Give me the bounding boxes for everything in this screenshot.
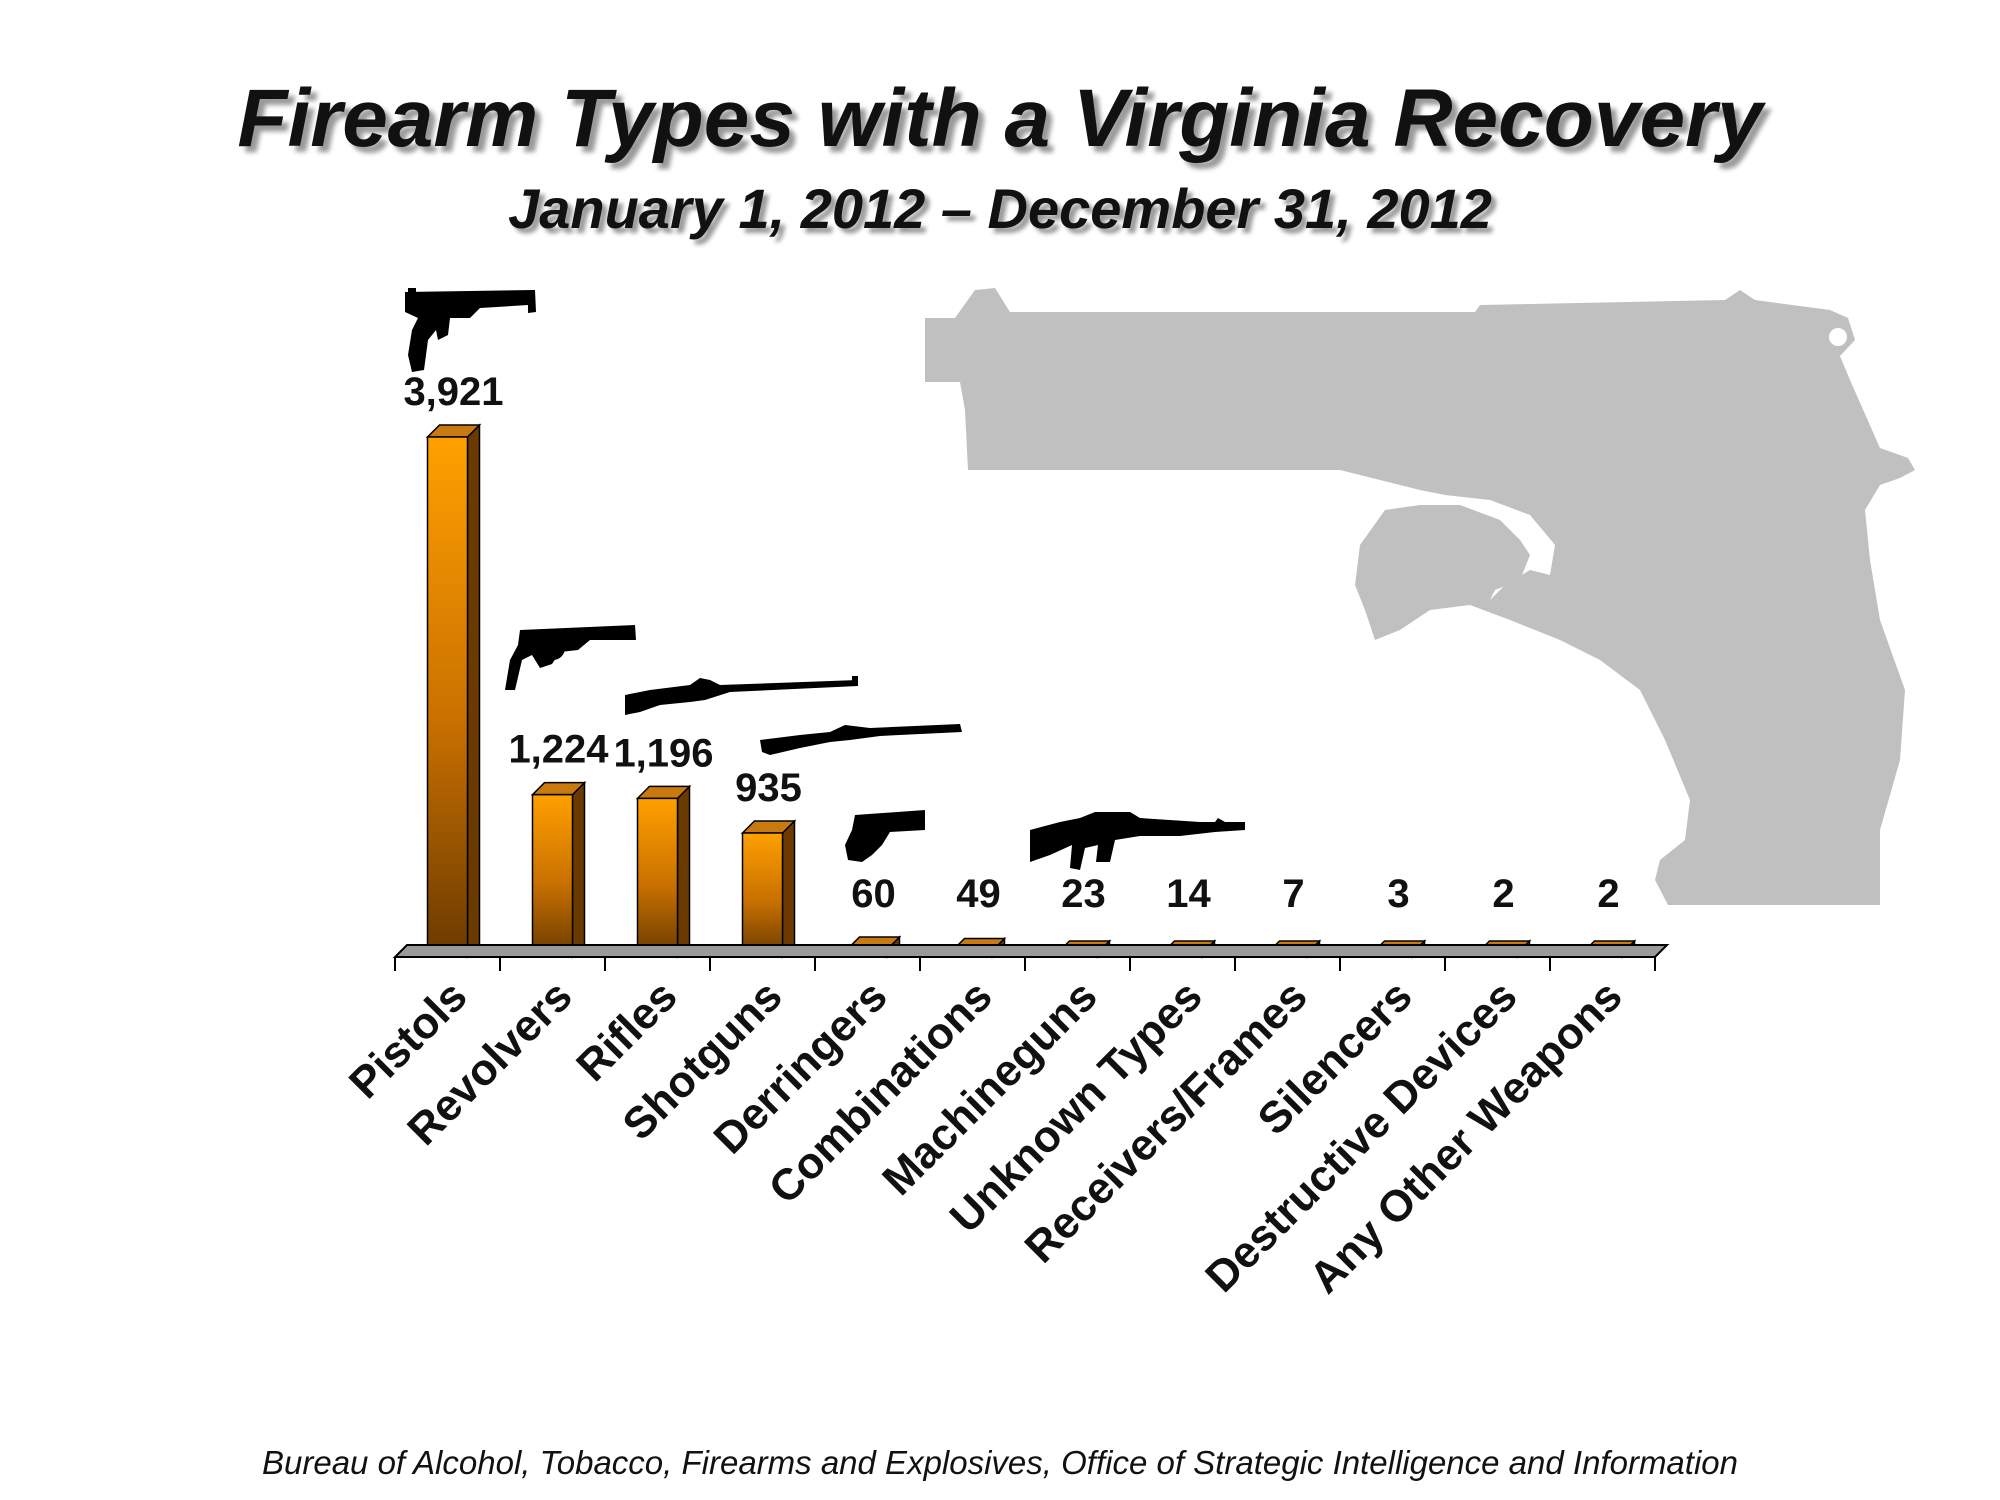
bars: [425, 423, 1637, 959]
x-axis: [392, 944, 1670, 971]
derringer-icon: [845, 810, 925, 862]
chart-source: Bureau of Alcohol, Tobacco, Firearms and…: [262, 1444, 1738, 1481]
x-tick-labels: PistolsRevolversRiflesShotgunsDerringers…: [340, 971, 1632, 1302]
value-label: 3: [1387, 872, 1409, 916]
pistol-silhouette-icon: [925, 288, 1915, 905]
bar-revolvers: [530, 780, 587, 959]
value-labels: 3,921 1,224 1,196 935 60 49 23 14 7 3 2 2: [403, 370, 1619, 916]
value-label: 935: [735, 766, 802, 810]
value-label: 49: [956, 872, 1001, 916]
value-label: 2: [1492, 872, 1514, 916]
revolver-icon: [505, 625, 636, 690]
machinegun-icon: [1030, 812, 1245, 870]
bar-pistols: [425, 423, 482, 959]
bar-shotguns: [740, 819, 797, 959]
value-label: 1,224: [508, 728, 609, 772]
chart-floor: [392, 944, 1670, 958]
value-label: 23: [1061, 872, 1106, 916]
value-label: 60: [851, 872, 896, 916]
value-label: 7: [1282, 872, 1304, 916]
shotgun-icon: [760, 724, 962, 755]
chart-title: Firearm Types with a Virginia Recovery: [237, 73, 1763, 164]
rifle-icon: [625, 676, 858, 715]
value-label: 14: [1166, 872, 1211, 916]
bar-rifles: [635, 784, 692, 959]
value-label: 3,921: [403, 370, 503, 414]
pistol-icon: [405, 288, 536, 372]
value-label: 1,196: [613, 731, 713, 775]
chart-subtitle: January 1, 2012 – December 31, 2012: [508, 177, 1492, 240]
silhouette-ring: [1829, 328, 1847, 346]
value-label: 2: [1597, 872, 1619, 916]
